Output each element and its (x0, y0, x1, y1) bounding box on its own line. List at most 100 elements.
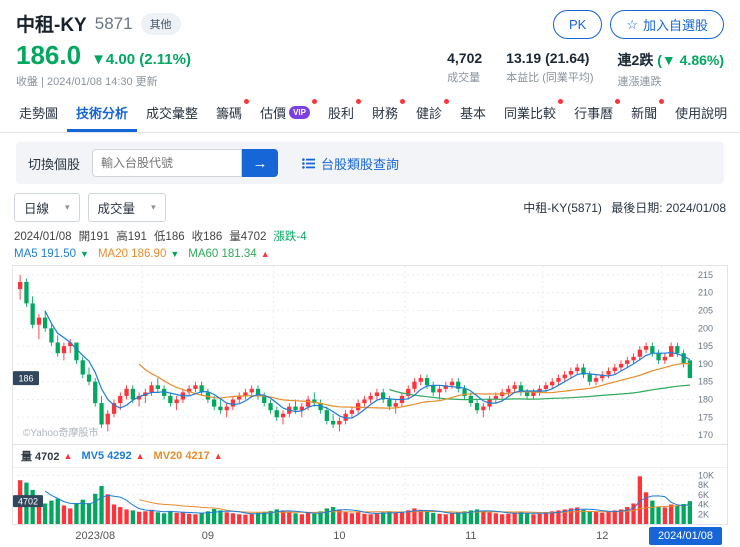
tab-profile[interactable]: 基本 (451, 93, 495, 132)
chevron-down-icon: ▾ (151, 202, 156, 212)
svg-text:205: 205 (698, 306, 713, 316)
stat-label: 成交量 (447, 72, 481, 84)
stats-row: 4,702 成交量 13.19 (21.64) 本益比 (同業平均) 連2跌 (▼ 4.… (447, 50, 724, 89)
svg-text:175: 175 (698, 413, 713, 423)
header-left: 中租-KY 5871 其他 186.0 ▼4.00 (2.11%) 收盤 | 2… (16, 10, 191, 89)
stat-volume: 4,702 成交量 (447, 50, 482, 89)
tab-calendar[interactable]: 行事曆 (565, 93, 622, 132)
other-badge[interactable]: 其他 (140, 12, 181, 35)
svg-text:2K: 2K (698, 510, 709, 520)
price-row: 186.0 ▼4.00 (2.11%) (16, 42, 191, 68)
ma-value-ma5: MA5 191.50 (14, 247, 77, 260)
ma-value-ma20: MA20 186.90 (97, 247, 167, 260)
search-label: 切換個股 (28, 156, 81, 172)
svg-text:180: 180 (698, 395, 713, 405)
trend-arrow-icon: ▲ (135, 451, 145, 462)
price-chart[interactable]: 215 210 205 200 195 190 185 180 175 170 ©Yahoo奇摩股市… (13, 266, 725, 445)
chevron-down-icon: ▾ (65, 202, 70, 212)
stat-label: 本益比 (同業平均) (506, 72, 594, 84)
ohlc-part: 漲跌-4 (273, 231, 307, 243)
buttons-row: PK ☆ 加入自選股 (552, 10, 724, 39)
svg-text:4K: 4K (698, 500, 709, 510)
ohlc-part: 低186 (153, 231, 185, 243)
svg-text:210: 210 (698, 288, 713, 298)
period-select[interactable]: 日線 ▾ (14, 193, 80, 222)
tab-help[interactable]: 使用說明 (666, 93, 736, 132)
chart-stock-info: 中租-KY(5871) (523, 201, 602, 215)
svg-text:170: 170 (698, 430, 713, 440)
ohlc-part: 高191 (116, 231, 147, 243)
chart-last-date: 最後日期: 2024/01/08 (611, 201, 726, 215)
price-change: ▼4.00 (2.11%) (91, 51, 191, 68)
svg-text:6K: 6K (698, 490, 709, 500)
current-date-label: 2024/01/08 (648, 527, 722, 546)
search-submit-button[interactable]: → (242, 149, 279, 177)
ohlc-part: 2024/01/08 (14, 231, 72, 243)
notification-dot-icon (444, 99, 450, 104)
vip-badge: VIP (289, 106, 310, 119)
svg-text:185: 185 (698, 377, 713, 387)
tab-label: 新聞 (631, 106, 658, 121)
tab-financial[interactable]: 財務 (363, 93, 407, 132)
header-right: PK ☆ 加入自選股 4,702 成交量 13.19 (21.64) 本益比 (同業平… (447, 10, 724, 89)
arrow-right-icon: → (252, 154, 268, 172)
svg-text:190: 190 (698, 359, 713, 369)
svg-text:186: 186 (18, 374, 33, 384)
stat-value: 連2跌 (▼ 4.86%) (617, 52, 724, 68)
stat-change: (▼ 4.86%) (653, 52, 724, 68)
stat-value: 4,702 (447, 50, 483, 66)
tab-technical[interactable]: 技術分析 (67, 93, 137, 132)
chart-box: 215 210 205 200 195 190 185 180 175 170 ©Yahoo奇摩股市… (12, 265, 728, 526)
title-row: 中租-KY 5871 其他 (16, 10, 191, 37)
tab-chips[interactable]: 籌碼 (207, 93, 251, 132)
ohlc-row: 2024/01/08 開191 高191 低186 收186 量4702 漲跌-4 (14, 229, 726, 246)
category-link-label: 台股類股查詢 (321, 156, 400, 172)
search-strip: 切換個股 → 台股類股查詢 (16, 142, 724, 184)
volume-header: 量 4702 ▲ MV5 4292 ▲ MV20 4217 ▲ (13, 444, 727, 469)
tab-health[interactable]: 健診 (407, 93, 451, 132)
header: 中租-KY 5871 其他 186.0 ▼4.00 (2.11%) 收盤 | 2… (0, 0, 740, 93)
tab-label: 走勢圖 (19, 106, 59, 121)
stat-streak: 連2跌 (▼ 4.86%) 連漲連跌 (618, 50, 724, 89)
tab-dividend[interactable]: 股利 (319, 93, 363, 132)
tab-label: 股利 (327, 106, 354, 121)
tab-news[interactable]: 新聞 (622, 93, 666, 132)
tab-label: 籌碼 (216, 106, 243, 121)
trend-arrow-icon: ▲ (213, 451, 223, 462)
ohlc-part: 量4702 (229, 231, 267, 243)
indicator-select[interactable]: 成交量 ▾ (87, 193, 166, 222)
stat-label: 連漲連跌 (617, 76, 662, 88)
tab-trades[interactable]: 成交彙整 (137, 93, 207, 132)
ohlc-part: 開191 (78, 231, 110, 243)
notification-dot-icon (558, 99, 564, 104)
trend-arrow-icon: ▲ (260, 248, 270, 259)
period-select-value: 日線 (24, 202, 50, 216)
stock-name: 中租-KY (16, 15, 87, 36)
x-axis-label: 12 (596, 530, 609, 543)
notification-dot-icon (400, 99, 406, 104)
volume-stat-mv5: MV5 4292 (81, 450, 132, 463)
tab-trend[interactable]: 走勢圖 (10, 93, 67, 132)
svg-text:4702: 4702 (18, 497, 38, 507)
tab-bar: 走勢圖 技術分析 成交彙整 籌碼 估價 VIP 股利 財務 健診 基本 同業比較 行事曆 新聞 使用說明 (0, 93, 740, 133)
tab-peers[interactable]: 同業比較 (495, 93, 565, 132)
pk-button[interactable]: PK (552, 10, 603, 39)
x-axis-label: 11 (465, 530, 477, 543)
stock-code-input[interactable] (92, 149, 243, 177)
add-watchlist-button[interactable]: ☆ 加入自選股 (610, 10, 724, 39)
category-search-link[interactable]: 台股類股查詢 (302, 154, 399, 173)
pk-button-label: PK (568, 17, 587, 32)
tab-valuation[interactable]: 估價 VIP (251, 93, 319, 132)
chart-info: 中租-KY(5871) 最後日期: 2024/01/08 (523, 199, 726, 216)
chart-meta: 2024/01/08 開191 高191 低186 收186 量4702 漲跌-4 MA5 … (14, 229, 726, 262)
star-icon: ☆ (626, 16, 638, 32)
x-axis-label: 09 (201, 530, 215, 543)
tab-label: 同業比較 (504, 106, 557, 121)
notification-dot-icon (615, 99, 621, 104)
x-axis-label: 2023/08 (75, 530, 116, 543)
tab-label: 估價 (260, 106, 287, 121)
ma-value-ma60: MA60 181.34 (188, 247, 257, 260)
stock-code: 5871 (94, 13, 133, 33)
